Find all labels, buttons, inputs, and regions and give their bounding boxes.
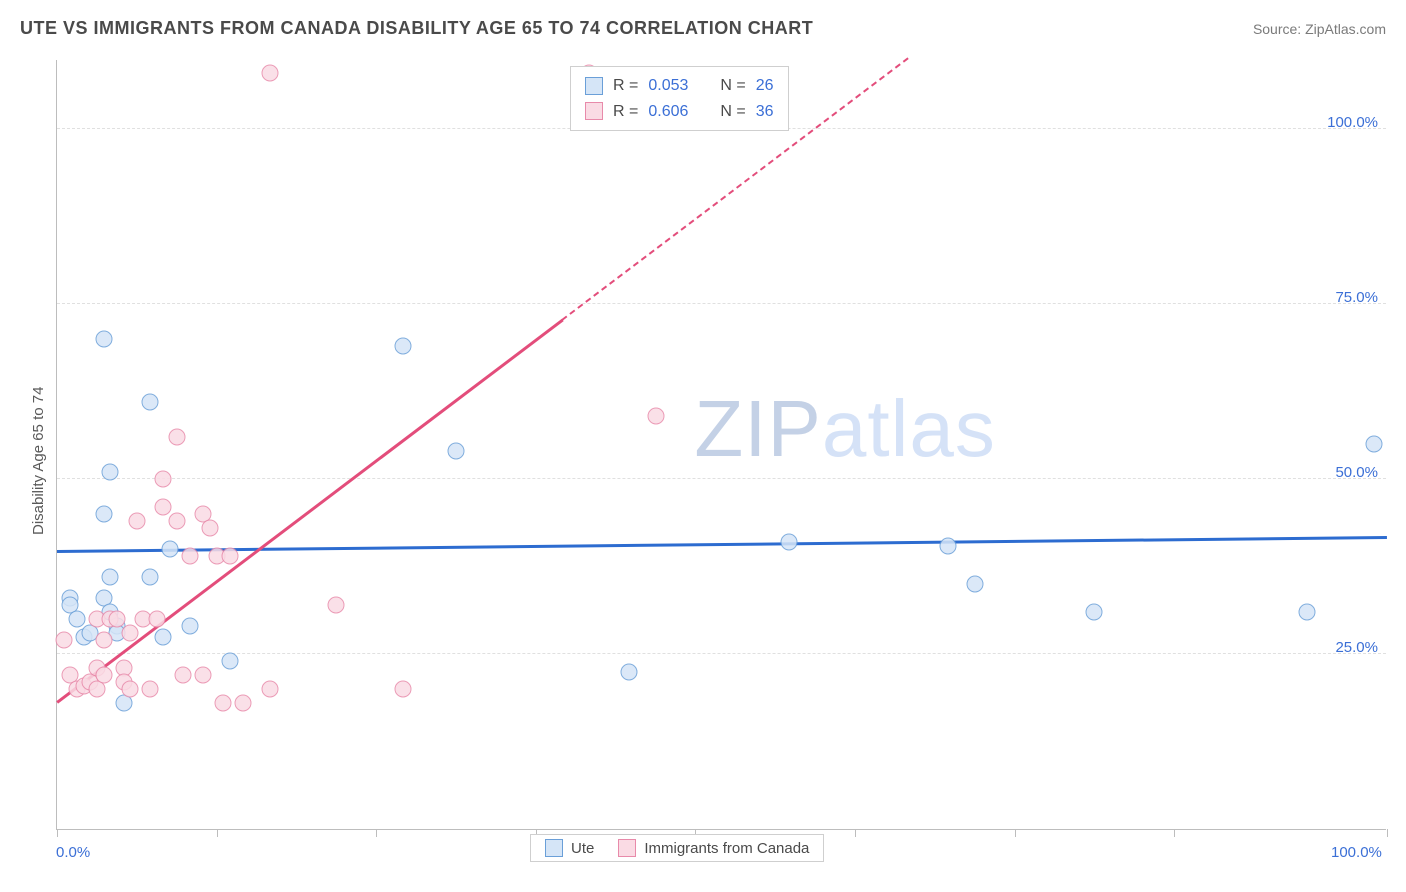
legend-swatch <box>585 77 603 95</box>
r-value: 0.053 <box>648 73 688 99</box>
scatter-point <box>201 520 218 537</box>
x-tick-label: 0.0% <box>56 844 90 861</box>
y-tick-label: 100.0% <box>1327 114 1378 131</box>
y-tick-label: 75.0% <box>1335 289 1378 306</box>
scatter-point <box>940 537 957 554</box>
n-value: 26 <box>756 73 774 99</box>
plot-area: 25.0% 50.0% 75.0% 100.0% <box>56 60 1386 830</box>
scatter-point <box>68 611 85 628</box>
legend-label: Ute <box>571 840 594 857</box>
x-tick <box>1387 829 1388 837</box>
source-label: Source: ZipAtlas.com <box>1253 21 1386 37</box>
legend-swatch <box>618 839 636 857</box>
stats-legend: R = 0.053 N = 26 R = 0.606 N = 36 <box>570 66 789 131</box>
scatter-point <box>261 65 278 82</box>
scatter-point <box>221 548 238 565</box>
series-legend: Ute Immigrants from Canada <box>530 834 824 862</box>
scatter-point <box>328 597 345 614</box>
scatter-point <box>221 653 238 670</box>
scatter-point <box>55 632 72 649</box>
scatter-point <box>122 681 139 698</box>
scatter-point <box>108 611 125 628</box>
x-tick <box>1015 829 1016 837</box>
scatter-point <box>95 506 112 523</box>
scatter-point <box>182 548 199 565</box>
stats-row: R = 0.606 N = 36 <box>585 99 774 125</box>
scatter-point <box>235 695 252 712</box>
scatter-point <box>195 667 212 684</box>
scatter-point <box>162 541 179 558</box>
legend-swatch <box>585 102 603 120</box>
scatter-point <box>148 611 165 628</box>
n-label: N = <box>720 73 745 99</box>
scatter-point <box>142 569 159 586</box>
scatter-point <box>394 338 411 355</box>
gridline-h <box>57 303 1386 304</box>
stats-row: R = 0.053 N = 26 <box>585 73 774 99</box>
scatter-point <box>168 429 185 446</box>
scatter-point <box>175 667 192 684</box>
y-tick-label: 25.0% <box>1335 639 1378 656</box>
legend-label: Immigrants from Canada <box>644 840 809 857</box>
scatter-point <box>95 632 112 649</box>
scatter-point <box>102 464 119 481</box>
scatter-point <box>1365 436 1382 453</box>
scatter-point <box>1299 604 1316 621</box>
scatter-point <box>168 513 185 530</box>
scatter-point <box>102 569 119 586</box>
x-tick-label: 100.0% <box>1331 844 1382 861</box>
x-tick <box>217 829 218 837</box>
scatter-point <box>155 499 172 516</box>
y-axis-label: Disability Age 65 to 74 <box>30 387 47 535</box>
scatter-point <box>95 667 112 684</box>
scatter-point <box>620 663 637 680</box>
chart-title: UTE VS IMMIGRANTS FROM CANADA DISABILITY… <box>20 18 813 39</box>
scatter-point <box>780 534 797 551</box>
scatter-point <box>155 628 172 645</box>
legend-item: Immigrants from Canada <box>618 839 809 857</box>
r-label: R = <box>613 73 638 99</box>
gridline-h <box>57 653 1386 654</box>
scatter-point <box>215 695 232 712</box>
scatter-point <box>647 408 664 425</box>
n-value: 36 <box>756 99 774 125</box>
x-tick <box>57 829 58 837</box>
x-tick <box>376 829 377 837</box>
scatter-point <box>142 394 159 411</box>
scatter-point <box>1086 604 1103 621</box>
y-tick-label: 50.0% <box>1335 464 1378 481</box>
scatter-point <box>95 331 112 348</box>
scatter-point <box>155 471 172 488</box>
legend-swatch <box>545 839 563 857</box>
trend-line <box>56 318 563 702</box>
scatter-point <box>261 681 278 698</box>
x-tick <box>855 829 856 837</box>
scatter-point <box>966 576 983 593</box>
r-label: R = <box>613 99 638 125</box>
gridline-h <box>57 478 1386 479</box>
legend-item: Ute <box>545 839 594 857</box>
r-value: 0.606 <box>648 99 688 125</box>
n-label: N = <box>720 99 745 125</box>
scatter-point <box>128 513 145 530</box>
scatter-point <box>122 625 139 642</box>
scatter-point <box>142 681 159 698</box>
scatter-point <box>182 618 199 635</box>
scatter-point <box>394 681 411 698</box>
scatter-point <box>448 443 465 460</box>
x-tick <box>1174 829 1175 837</box>
